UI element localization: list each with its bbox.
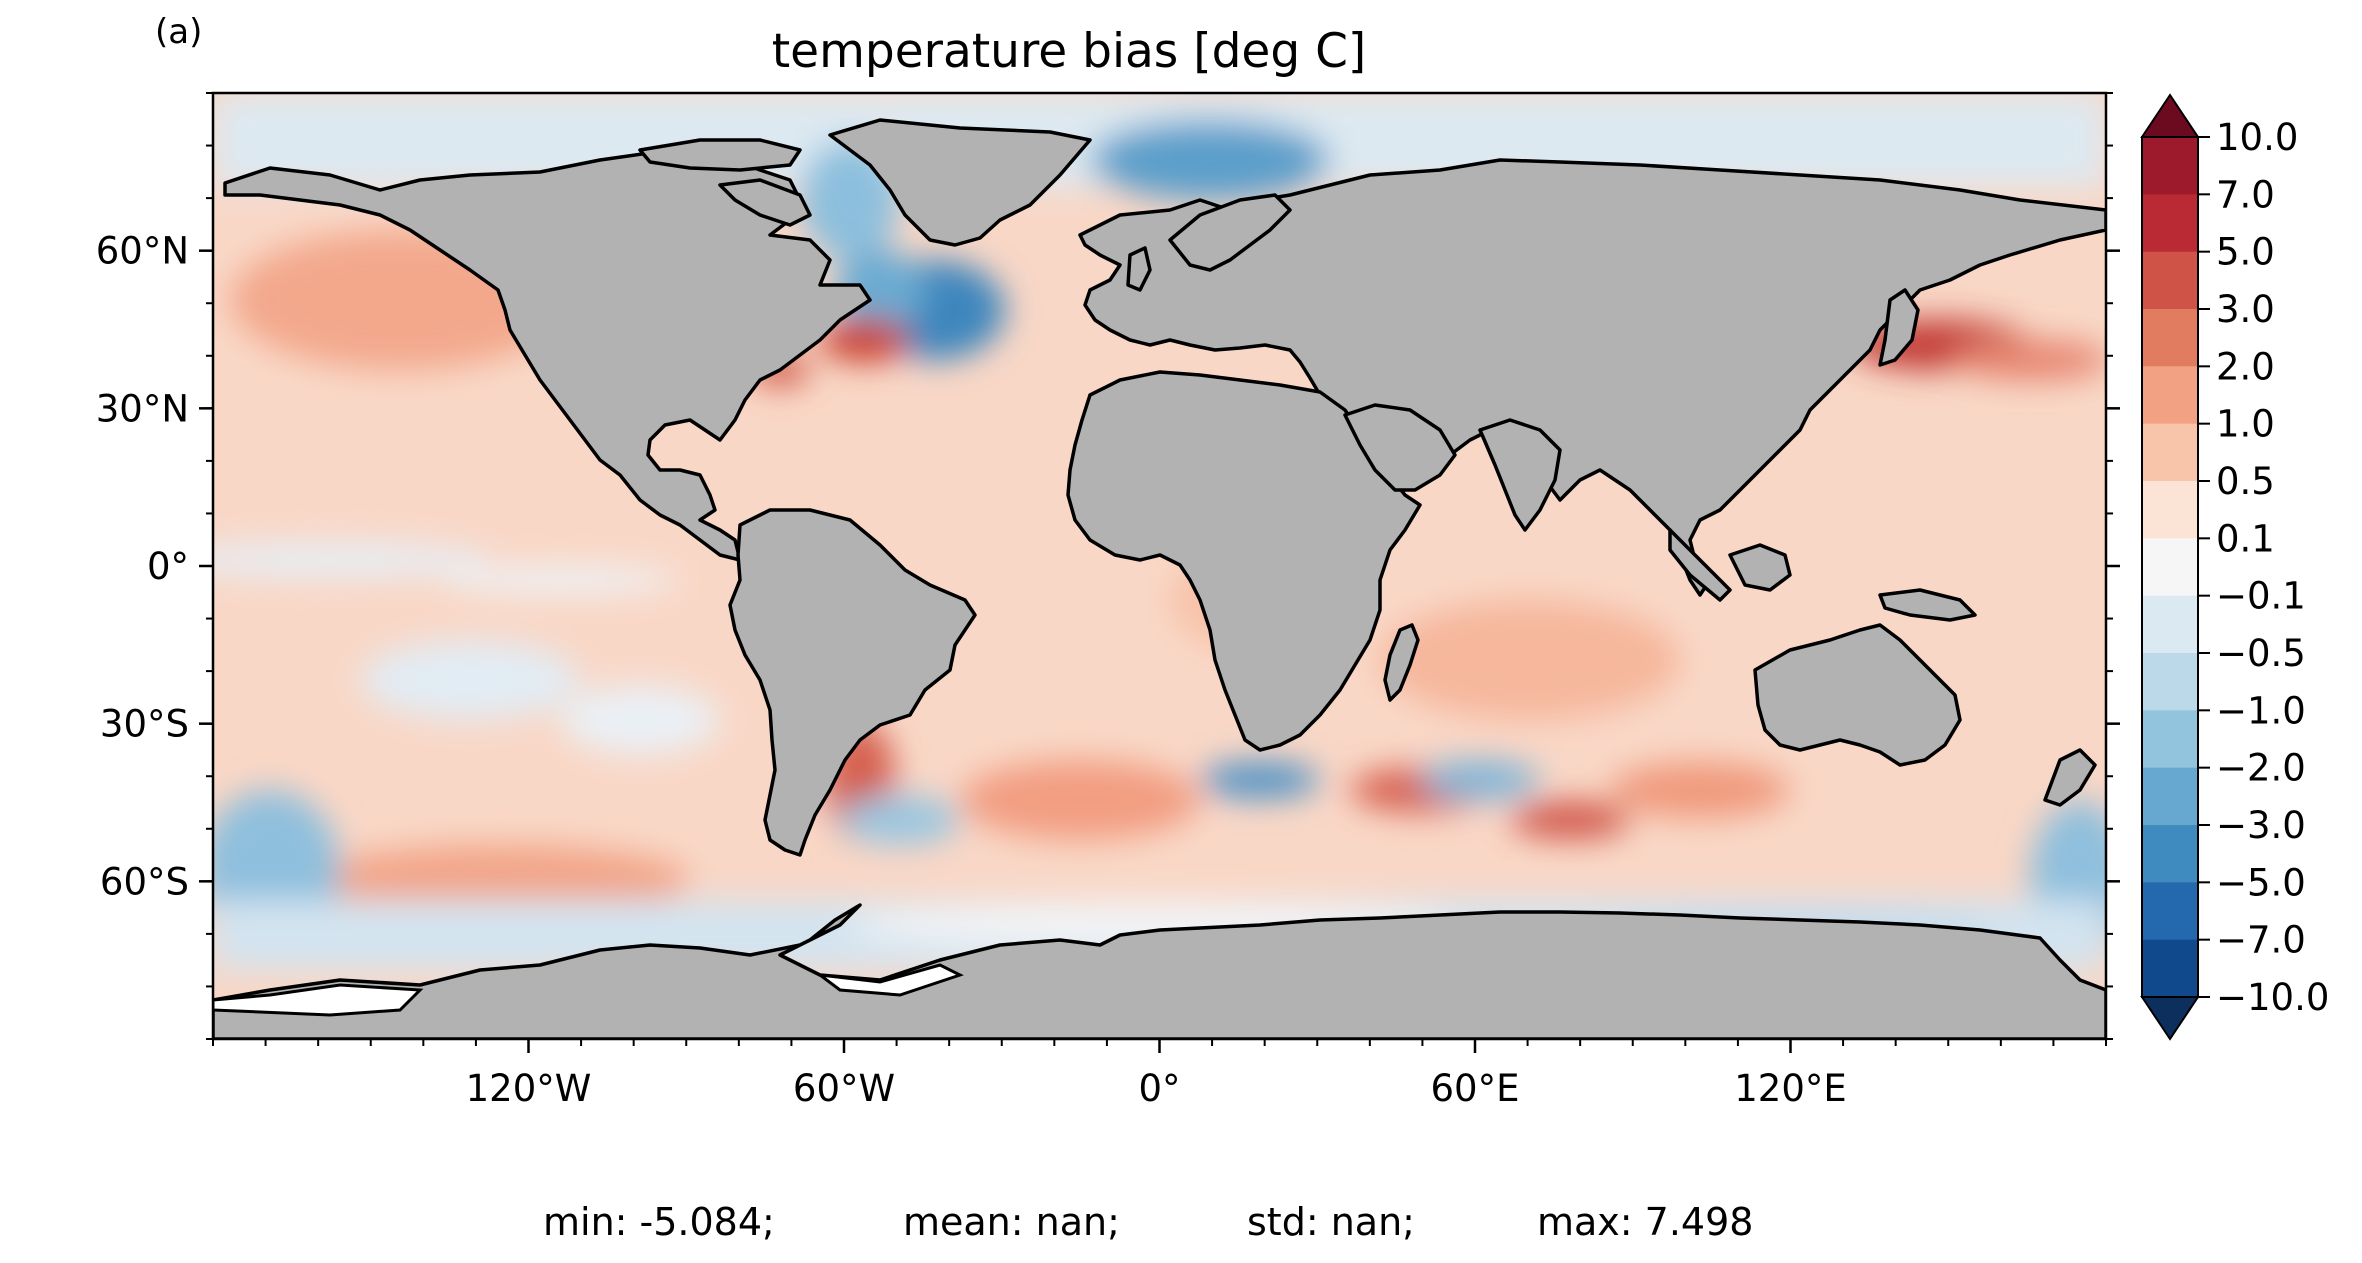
indonesia-borneo-land — [1728, 543, 1792, 592]
colorbar-label: 5.0 — [2216, 231, 2275, 274]
scandinavia-land — [1168, 193, 1292, 272]
colorbar-label: 3.0 — [2216, 288, 2275, 331]
lat-tick-label: 60°N — [96, 230, 189, 273]
colorbar-swatch — [2142, 825, 2198, 883]
sea-ice — [213, 963, 964, 1017]
panel-label: (a) — [155, 12, 203, 52]
colorbar-label: 0.5 — [2216, 460, 2275, 503]
lat-tick-label: 60°S — [100, 860, 189, 903]
colorbar-label: −3.0 — [2216, 804, 2306, 847]
indonesia-sumatra-land — [1668, 528, 1732, 602]
colorbar-swatch — [2142, 538, 2198, 597]
colorbar-swatch — [2142, 939, 2198, 998]
eurasia-land — [1078, 158, 2106, 597]
colorbar-swatch — [2142, 251, 2198, 310]
colorbar-swatch — [2142, 710, 2198, 769]
lon-tick-label: 60°E — [1431, 1067, 1520, 1110]
colorbar-swatch — [2142, 595, 2198, 654]
map-area — [213, 93, 2106, 1039]
colorbar: 10.0 7.0 5.0 3.0 2.0 1.0 0.5 0.1 −0.1 −0.5 −1.0 −2.… — [2140, 93, 2329, 1041]
colorbar-label: 1.0 — [2216, 403, 2275, 446]
colorbar-swatch — [2142, 366, 2198, 425]
latitude-axis: 60°N 30°N 0° 30°S 60°S — [96, 92, 2120, 1040]
india-land — [1478, 418, 1562, 532]
stats-max: max: 7.498 — [1537, 1200, 1754, 1244]
greenland-land — [828, 118, 1092, 247]
africa-land — [1066, 370, 1422, 752]
colorbar-swatch — [2142, 309, 2198, 367]
colorbar-extend-min — [2140, 996, 2200, 1041]
colorbar-label: −2.0 — [2216, 747, 2306, 790]
colorbar-swatch — [2142, 653, 2198, 711]
map-title-text: temperature bias [deg C] — [771, 24, 1367, 79]
new-guinea-land — [1878, 588, 1977, 622]
map-title: temperature bias [deg C] — [0, 24, 2362, 79]
colorbar-swatch — [2142, 882, 2198, 941]
lat-tick-label: 0° — [147, 545, 189, 588]
arabia-land — [1343, 403, 1457, 492]
colorbar-label: 10.0 — [2216, 116, 2298, 159]
canadian-archipelago-land — [638, 138, 802, 172]
lon-tick-label: 0° — [1138, 1067, 1180, 1110]
colorbar-label: 2.0 — [2216, 345, 2275, 388]
colorbar-label: −7.0 — [2216, 919, 2306, 962]
japan-land — [1878, 288, 1920, 367]
lon-tick-label: 120°W — [466, 1067, 592, 1110]
stats-std: std: nan; — [1247, 1200, 1415, 1244]
colorbar-label: 0.1 — [2216, 517, 2275, 560]
colorbar-frame — [2141, 136, 2199, 998]
longitude-axis: 120°W 60°W 0° 60°E 120°E — [212, 1039, 2107, 1110]
colorbar-label: −5.0 — [2216, 861, 2306, 904]
south-america-land — [728, 508, 977, 857]
colorbar-label: −0.1 — [2216, 575, 2306, 618]
colorbar-label: −0.5 — [2216, 632, 2306, 675]
land-masses — [213, 118, 2106, 1039]
colorbar-extend-max — [2140, 93, 2200, 138]
colorbar-label: 7.0 — [2216, 173, 2275, 216]
colorbar-swatch — [2142, 423, 2198, 482]
colorbar-swatch — [2142, 481, 2198, 539]
australia-land — [1753, 623, 1962, 767]
north-america-land — [223, 148, 872, 562]
uk-land — [1126, 246, 1152, 292]
baffin-island-land — [718, 178, 812, 227]
new-zealand-land — [2043, 748, 2097, 807]
lon-tick-label: 120°E — [1734, 1067, 1847, 1110]
lon-tick-label: 60°W — [793, 1067, 895, 1110]
colorbar-label: −10.0 — [2216, 976, 2329, 1019]
colorbar-swatch — [2142, 137, 2198, 195]
lat-tick-label: 30°N — [96, 387, 189, 430]
stats-mean: mean: nan; — [903, 1200, 1120, 1244]
madagascar-land — [1383, 623, 1420, 702]
stats-min: min: -5.084; — [543, 1200, 775, 1244]
colorbar-label: −1.0 — [2216, 689, 2306, 732]
colorbar-swatch — [2142, 194, 2198, 253]
antarctica-land — [213, 903, 2106, 1039]
colorbar-swatch — [2142, 767, 2198, 826]
lat-tick-label: 30°S — [100, 703, 189, 746]
